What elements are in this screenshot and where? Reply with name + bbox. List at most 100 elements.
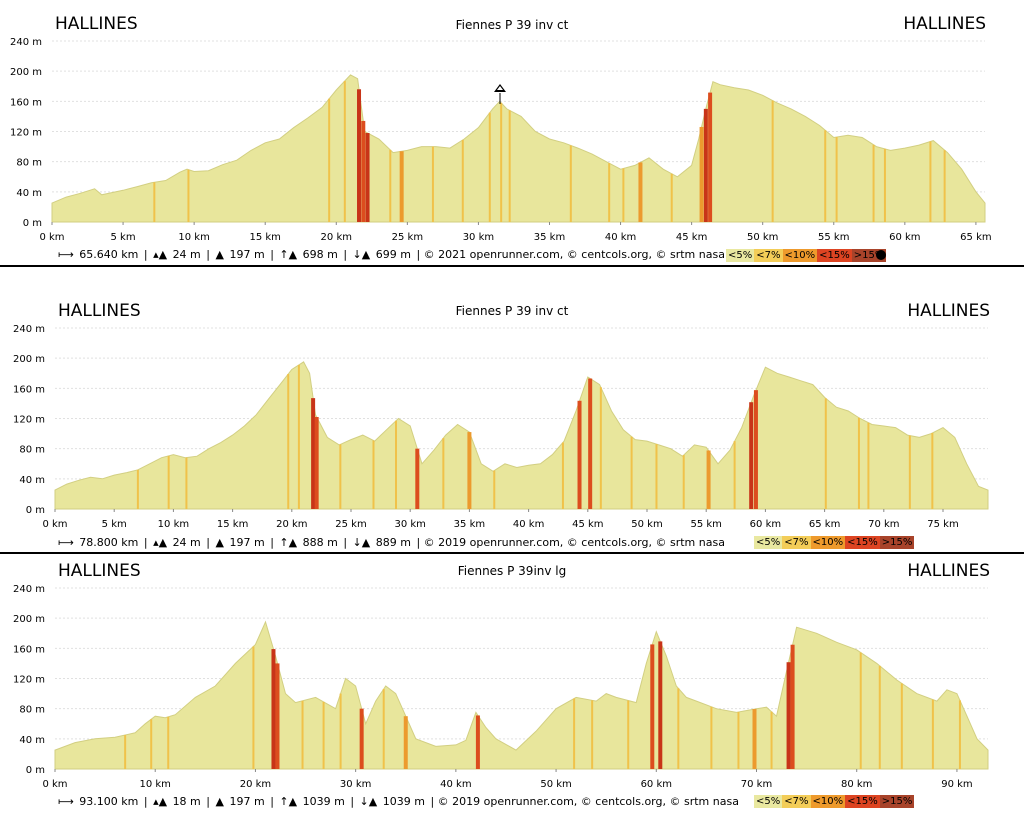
elevation-area — [54, 361, 989, 510]
end-label: HALLINES — [907, 301, 990, 321]
descent-value: 699 m — [375, 248, 411, 261]
steep-segment — [790, 644, 795, 769]
grade-marker-7 — [394, 420, 397, 509]
legend-lt15: <15% — [817, 249, 852, 262]
separator: | — [206, 795, 210, 808]
x-tick-label: 70 km — [868, 519, 899, 530]
grade-marker-7 — [167, 716, 170, 769]
x-tick-label: 40 km — [513, 519, 544, 530]
separator: | — [143, 536, 148, 549]
legend-lt7: <7% — [782, 536, 811, 549]
distance-value: 78.800 km — [79, 536, 139, 549]
grade-marker-7 — [859, 652, 862, 769]
y-tick-label: 120 m — [13, 675, 45, 686]
grade-marker-7 — [153, 182, 156, 222]
min-altitude-value: 18 m — [172, 795, 201, 808]
grade-marker-7 — [508, 110, 511, 222]
grade-marker-7 — [252, 646, 255, 769]
steep-segment — [275, 663, 280, 769]
grade-marker-7 — [124, 735, 127, 769]
grade-marker-7 — [655, 444, 658, 509]
legend-lt15: <15% — [845, 795, 880, 808]
grade-marker-7 — [630, 436, 633, 509]
y-tick-label: 0 m — [26, 765, 45, 776]
x-tick-label: 15 km — [217, 519, 248, 530]
grade-marker-7 — [167, 455, 170, 509]
steep-segment — [311, 398, 316, 509]
grade-marker-7 — [389, 149, 392, 222]
elevation-chart-3: 0 m 40 m 80 m 120 m 160 m 200 m 240 m 0 km 10 km… — [13, 584, 989, 790]
steep-segment — [271, 649, 276, 769]
y-tick-label: 80 m — [19, 445, 45, 456]
steep-segment — [399, 151, 404, 222]
max-altitude-value: 197 m — [229, 248, 265, 261]
grade-marker-7 — [382, 689, 385, 769]
x-tick-label: 25 km — [392, 232, 423, 243]
elevation-area — [51, 74, 986, 223]
max-altitude-icon: ▲ — [215, 248, 224, 261]
y-tick-label: 0 m — [26, 505, 45, 516]
x-tick-label: 40 km — [440, 779, 471, 790]
separator: | — [206, 536, 210, 549]
steep-segment — [577, 400, 582, 509]
marker-dot-icon — [876, 250, 886, 260]
grade-marker-7 — [185, 457, 188, 509]
grade-marker-7 — [561, 442, 564, 509]
steep-segment — [753, 390, 758, 509]
credits: | © 2021 openrunner.com, © centcols.org,… — [416, 248, 725, 261]
grade-marker-7 — [771, 100, 774, 222]
x-tick-label: 5 km — [111, 232, 136, 243]
x-tick-label: 50 km — [747, 232, 778, 243]
legend-lt10: <10% — [810, 536, 846, 549]
x-tick-label: 10 km — [139, 779, 170, 790]
y-tick-label: 160 m — [13, 644, 45, 655]
grade-marker-7 — [872, 144, 875, 222]
legend-lt7: <7% — [754, 249, 783, 262]
grade-marker-7 — [591, 700, 594, 769]
separator: | — [143, 795, 148, 808]
separator: | — [143, 248, 148, 261]
elevation-area — [54, 620, 989, 770]
separator: | — [270, 536, 274, 549]
steep-segment — [359, 708, 364, 769]
grade-marker-7 — [900, 683, 903, 769]
chart-title: Fiennes P 39inv lg — [457, 564, 567, 578]
x-tick-label: 15 km — [249, 232, 280, 243]
grade-marker-7 — [569, 145, 572, 222]
steep-segment — [706, 450, 711, 509]
grade-marker-7 — [328, 98, 331, 222]
steep-segment — [708, 92, 713, 223]
max-altitude-icon: ▲ — [215, 536, 224, 549]
grade-marker-7 — [867, 422, 870, 509]
x-tick-label: 35 km — [534, 232, 565, 243]
legend-gt15: >15% — [879, 795, 915, 808]
grade-marker-7 — [943, 150, 946, 222]
distance-value: 65.640 km — [79, 248, 139, 261]
profile-panel-3: 0 m 40 m 80 m 120 m 160 m 200 m 240 m 0 km 10 km… — [0, 555, 1024, 819]
y-tick-label: 240 m — [13, 324, 45, 335]
grade-marker-7 — [322, 701, 325, 769]
y-tick-label: 120 m — [10, 128, 42, 139]
credits: | © 2019 openrunner.com, © centcols.org,… — [416, 536, 725, 549]
steep-segment — [749, 402, 754, 509]
min-altitude-icon: ▴▲ — [153, 536, 168, 549]
x-tick-label: 75 km — [927, 519, 958, 530]
steep-segment — [588, 378, 593, 509]
grade-marker-7 — [627, 700, 630, 769]
panel-divider — [0, 552, 1024, 554]
x-tick-label: 20 km — [321, 232, 352, 243]
x-tick-label: 55 km — [690, 519, 721, 530]
grade-marker-7 — [493, 470, 496, 509]
x-tick-label: 5 km — [102, 519, 127, 530]
x-tick-label: 30 km — [340, 779, 371, 790]
grade-marker-7 — [770, 711, 773, 769]
x-tick-label: 65 km — [960, 232, 991, 243]
profile-panel-2: 0 m 40 m 80 m 120 m 160 m 200 m 240 m 0 km 5 km 1… — [0, 290, 1024, 552]
x-tick-label: 55 km — [818, 232, 849, 243]
steep-segment — [658, 641, 663, 769]
x-tick-label: 35 km — [454, 519, 485, 530]
grade-marker-7 — [670, 173, 673, 222]
y-tick-label: 160 m — [10, 97, 42, 108]
y-tick-label: 0 m — [23, 218, 42, 229]
panel-divider — [0, 265, 1024, 267]
